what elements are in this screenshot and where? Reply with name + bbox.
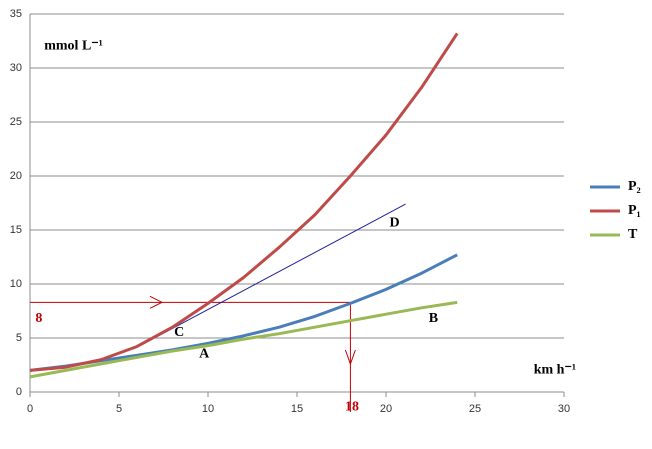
y-tick-label: 15 [10,224,22,236]
arrowhead [344,349,356,366]
x-tick-label: 25 [469,403,481,415]
legend-label: P₂ [628,179,641,194]
annotation: 18 [345,399,359,414]
x-tick-label: 15 [291,403,303,415]
x-tick-label: 20 [380,403,392,415]
annotation: C [174,325,184,340]
annotation: mmol L⁻¹ [44,39,103,54]
annotation: 8 [35,311,42,326]
y-tick-label: 0 [16,386,22,398]
series-line [29,300,458,379]
y-tick-label: 5 [16,332,22,344]
x-tick-label: 5 [116,403,122,415]
y-tick-label: 35 [10,8,22,20]
arrowhead [149,295,164,309]
y-tick-label: 10 [10,278,22,290]
annotation: A [199,346,210,361]
legend-label: T [628,227,638,242]
x-tick-label: 30 [558,403,570,415]
tangent-line [140,203,406,347]
x-tick-label: 10 [202,403,214,415]
annotation: B [429,311,438,326]
annotation: D [390,216,400,231]
legend-label: P₁ [628,203,641,218]
annotation: km h⁻¹ [534,363,576,378]
y-tick-label: 20 [10,170,22,182]
y-tick-label: 30 [10,62,22,74]
x-tick-label: 0 [27,403,33,415]
y-tick-label: 25 [10,116,22,128]
series-line [29,32,459,372]
